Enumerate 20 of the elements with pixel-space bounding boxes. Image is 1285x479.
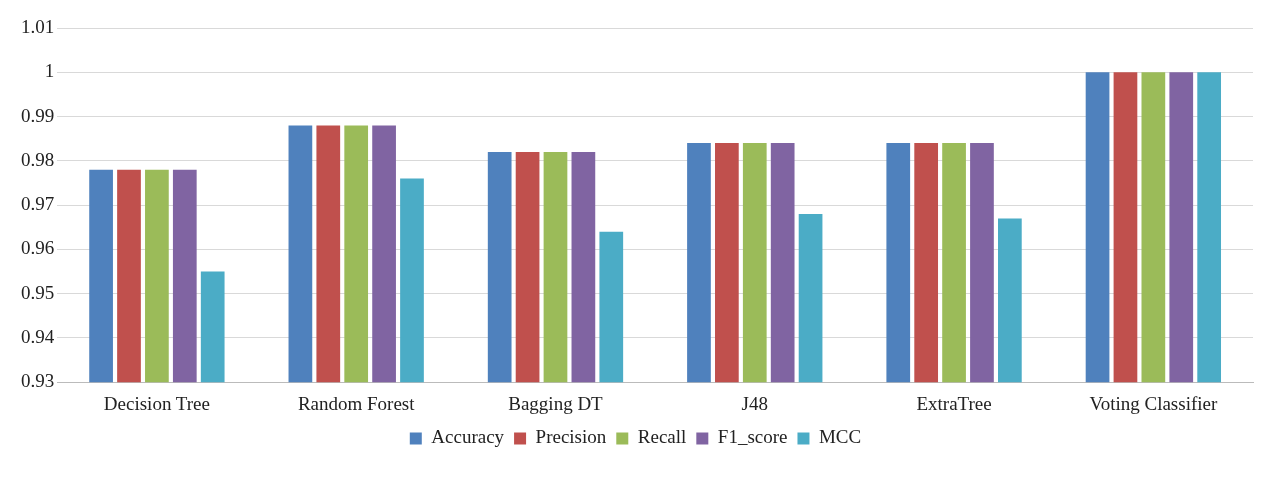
- legend-label: MCC: [818, 426, 862, 448]
- y-tick-label: 1: [44, 60, 55, 82]
- legend-label: Accuracy: [431, 426, 505, 448]
- legend-label: Recall: [637, 426, 687, 448]
- x-tick-label: Bagging DT: [508, 392, 604, 414]
- x-tick-label: Voting Classifier: [1089, 392, 1218, 414]
- y-tick-label: 0.94: [21, 325, 55, 347]
- x-tick-label: J48: [741, 392, 768, 414]
- y-tick-label: 0.93: [21, 370, 55, 392]
- y-tick-label: 1.01: [21, 15, 55, 37]
- y-tick-label: 0.98: [21, 148, 55, 170]
- legend-label: F1_score: [717, 426, 788, 448]
- x-tick-label: ExtraTree: [916, 392, 992, 414]
- y-tick-label: 0.95: [21, 281, 55, 303]
- x-tick-label: Random Forest: [297, 392, 416, 414]
- y-tick-label: 0.97: [21, 193, 55, 215]
- y-tick-label: 0.99: [21, 104, 55, 126]
- x-tick-label: Decision Tree: [103, 392, 210, 414]
- y-tick-label: 0.96: [21, 237, 55, 259]
- legend-label: Precision: [535, 426, 607, 448]
